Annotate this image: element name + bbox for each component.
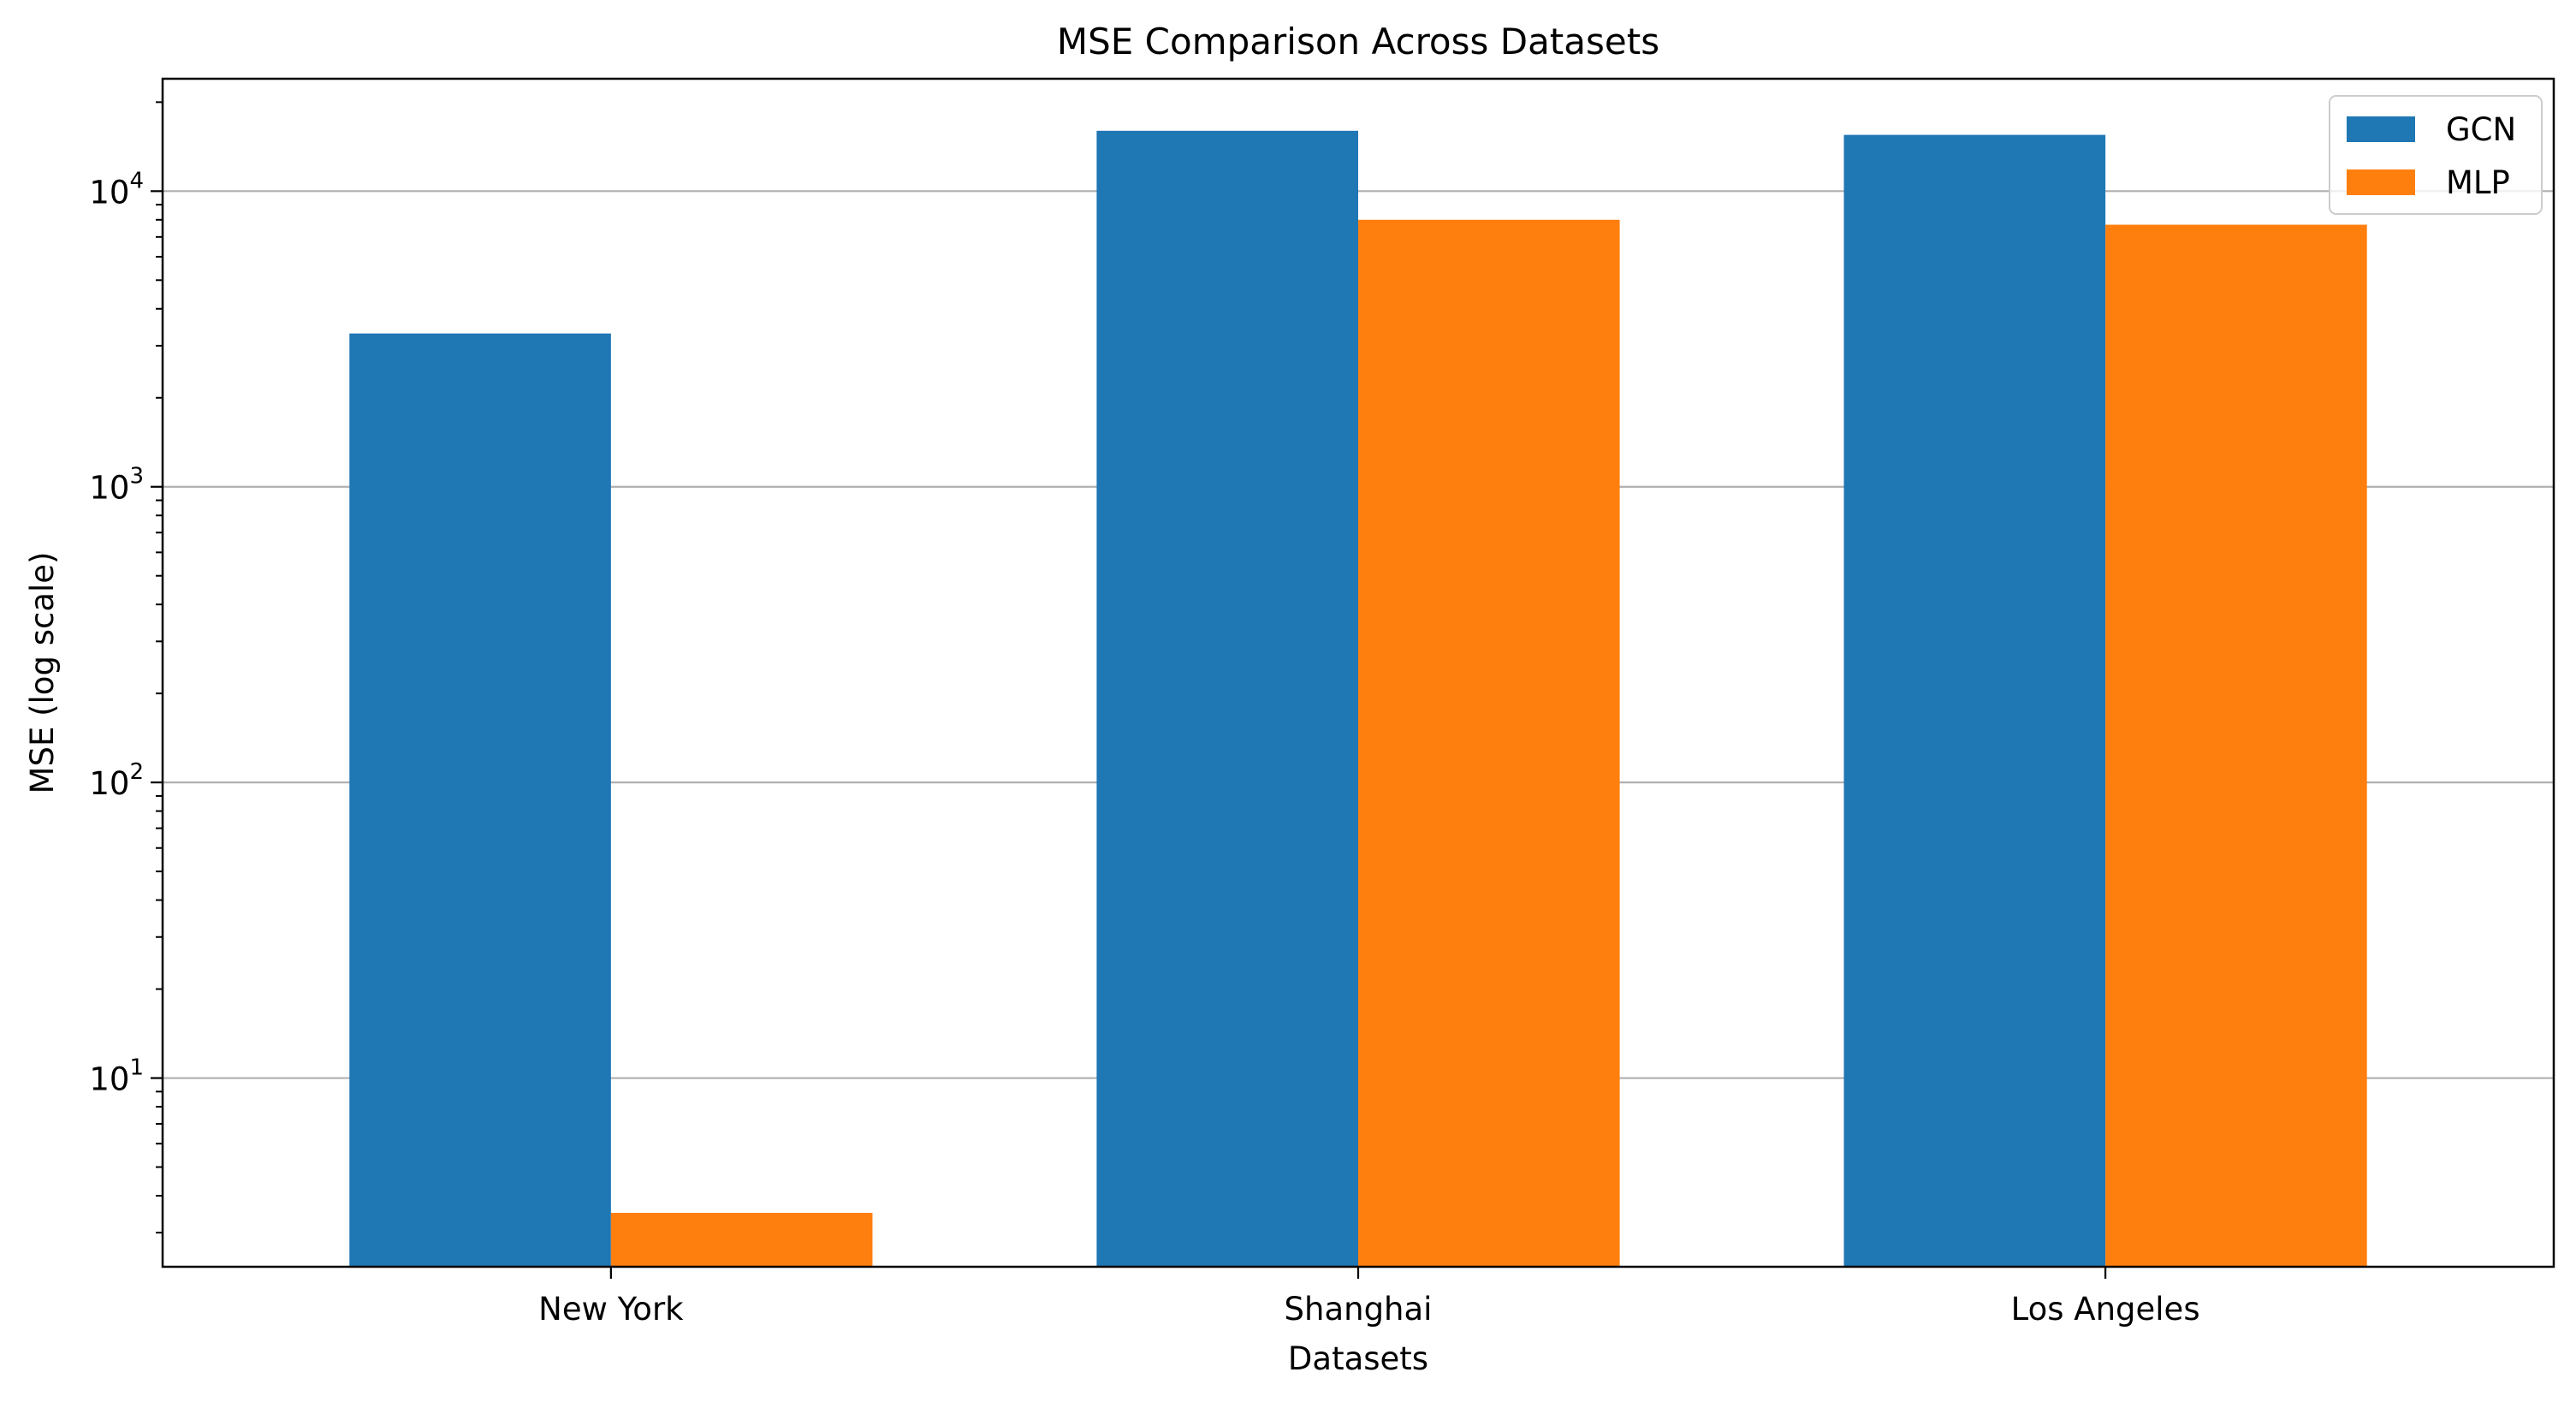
y-tick-label: 102 xyxy=(89,759,144,802)
y-tick-label: 104 xyxy=(89,168,144,211)
legend-swatch-gcn xyxy=(2347,116,2415,142)
y-tick-label: 103 xyxy=(89,464,144,507)
bars xyxy=(349,130,2367,1268)
y-axis-label: MSE (log scale) xyxy=(24,552,61,794)
x-axis-label: Datasets xyxy=(1288,1340,1428,1377)
bar-mlp-0 xyxy=(610,1213,873,1267)
chart-title: MSE Comparison Across Datasets xyxy=(1057,21,1659,62)
y-minor-ticks xyxy=(156,101,163,1234)
bar-gcn-2 xyxy=(1843,134,2106,1267)
bar-mlp-2 xyxy=(2105,224,2367,1268)
y-axis-ticks: 101 102 103 104 xyxy=(89,168,163,1098)
plot-frame xyxy=(161,77,2555,1268)
bar-gcn-1 xyxy=(1096,130,1358,1267)
x-tick-label: New York xyxy=(538,1291,684,1328)
bar-mlp-1 xyxy=(1358,219,1620,1267)
legend: GCN MLP xyxy=(2329,95,2543,215)
x-tick-label: Los Angeles xyxy=(2011,1291,2200,1328)
bar-gcn-0 xyxy=(349,333,611,1267)
x-tick-label: Shanghai xyxy=(1285,1291,1433,1328)
y-tick-label: 101 xyxy=(89,1055,144,1098)
x-axis-ticks: New York Shanghai Los Angeles xyxy=(538,1267,2200,1328)
legend-swatch-mlp xyxy=(2347,169,2415,195)
legend-label-gcn: GCN xyxy=(2446,111,2516,148)
legend-label-mlp: MLP xyxy=(2446,164,2510,201)
